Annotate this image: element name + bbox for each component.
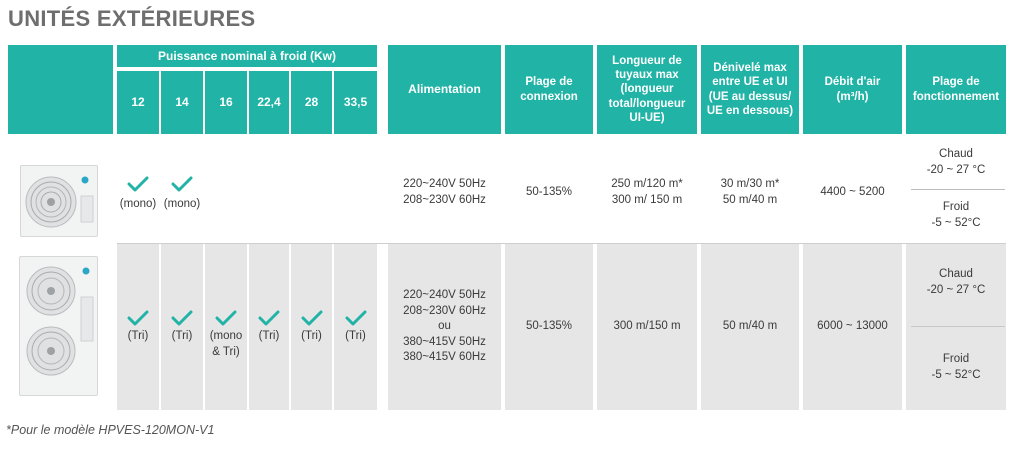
check-icon-12-row2 (127, 310, 149, 326)
row2-cell-alimentation (388, 244, 501, 410)
mode-label-12-row2: (Tri) (127, 330, 149, 343)
row2-cell-12 (117, 244, 159, 410)
mode-label-28-row2: (Tri) (301, 330, 322, 343)
check-icon-14-row1 (171, 176, 193, 192)
row2-cell-22-4 (249, 244, 289, 410)
row2-cell-33-5 (334, 244, 377, 410)
row2-plage-divider (911, 326, 1005, 327)
check-icon-28-row2 (301, 310, 323, 326)
row2-cell-28 (291, 244, 332, 410)
row1-plage-divider (911, 189, 1005, 190)
mode-label-22-4-row2: (Tri) (258, 330, 280, 343)
outdoor-unit-single-fan-image (20, 165, 98, 237)
check-icon-12-row1 (127, 176, 149, 192)
alimentation-row2: 220~240V 50Hz 208~230V 60Hz ou 380~415V 50H… (403, 289, 486, 364)
mode-label-33-5-row2: (Tri) (345, 330, 366, 343)
check-icon-16-row2 (215, 310, 237, 326)
longueur-row2: 300 m/150 m (613, 320, 681, 333)
alimentation-row1: 220~240V 50Hz 208~230V 60Hz (403, 178, 486, 206)
plage-chaud-row1: Chaud -20 ~ 27 °C (926, 148, 986, 176)
denivele-row2: 50 m/40 m (722, 320, 778, 333)
row2-cell-denivele (701, 244, 799, 410)
header-capacity-16: 16 (205, 71, 247, 134)
row2-cell-debit (803, 244, 902, 410)
mode-label-12-row1: (mono) (119, 198, 157, 211)
check-icon-22-4-row2 (258, 310, 280, 326)
mode-label-16-row2: (mono & Tri) (209, 330, 243, 358)
check-icon-14-row2 (171, 310, 193, 326)
header-image-column (8, 45, 113, 134)
row-divider (117, 243, 1006, 244)
row2-cell-longueur (597, 244, 697, 410)
header-capacity-28: 28 (291, 71, 332, 134)
header-alimentation: Alimentation (388, 45, 501, 134)
debit-row2: 6000 ~ 13000 (817, 320, 888, 333)
row2-cell-connexion (505, 244, 593, 410)
check-icon-33-5-row2 (345, 310, 367, 326)
header-longueur-tuyaux: Longueur de tuyaux max (longueur total/long… (597, 45, 697, 134)
header-plage-fonctionnement: Plage de fonctionnement (906, 45, 1006, 134)
plage-froid-row2: Froid -5 ~ 52°C (931, 353, 981, 381)
mode-label-14-row1: (mono) (163, 198, 201, 211)
page-title: UNITÉS EXTÉRIEURES (8, 6, 256, 31)
connexion-row1: 50-135% (525, 186, 573, 199)
outdoor-unit-single-fan-icon (25, 176, 94, 228)
connexion-row2: 50-135% (525, 320, 573, 333)
header-capacity-22-4: 22,4 (249, 71, 289, 134)
row2-cell-16 (205, 244, 247, 410)
footnote: *Pour le modèle HPVES-120MON-V1 (6, 423, 215, 437)
longueur-row1: 250 m/120 m* 300 m/ 150 m (611, 178, 683, 206)
debit-row1: 4400 ~ 5200 (820, 186, 885, 199)
outdoor-unit-double-fan-image (19, 256, 98, 396)
header-plage-connexion: Plage de connexion (505, 45, 593, 134)
plage-chaud-row2: Chaud -20 ~ 27 °C (926, 268, 986, 296)
denivele-row1: 30 m/30 m* 50 m/40 m (720, 178, 780, 206)
header-capacity-12: 12 (117, 71, 159, 134)
outdoor-unit-double-fan-icon (26, 266, 94, 376)
plage-froid-row1: Froid -5 ~ 52°C (931, 201, 981, 229)
header-capacity-group: Puissance nominal à froid (Kw) (117, 45, 377, 67)
header-denivele: Dénivelé max entre UE et UI (UE au dessus/… (701, 45, 799, 134)
header-capacity-33-5: 33,5 (334, 71, 377, 134)
header-capacity-14: 14 (161, 71, 203, 134)
mode-label-14-row2: (Tri) (171, 330, 193, 343)
header-debit-air: Débit d'air (m³/h) (803, 45, 902, 134)
row2-cell-plage (906, 244, 1006, 410)
row2-cell-14 (161, 244, 203, 410)
